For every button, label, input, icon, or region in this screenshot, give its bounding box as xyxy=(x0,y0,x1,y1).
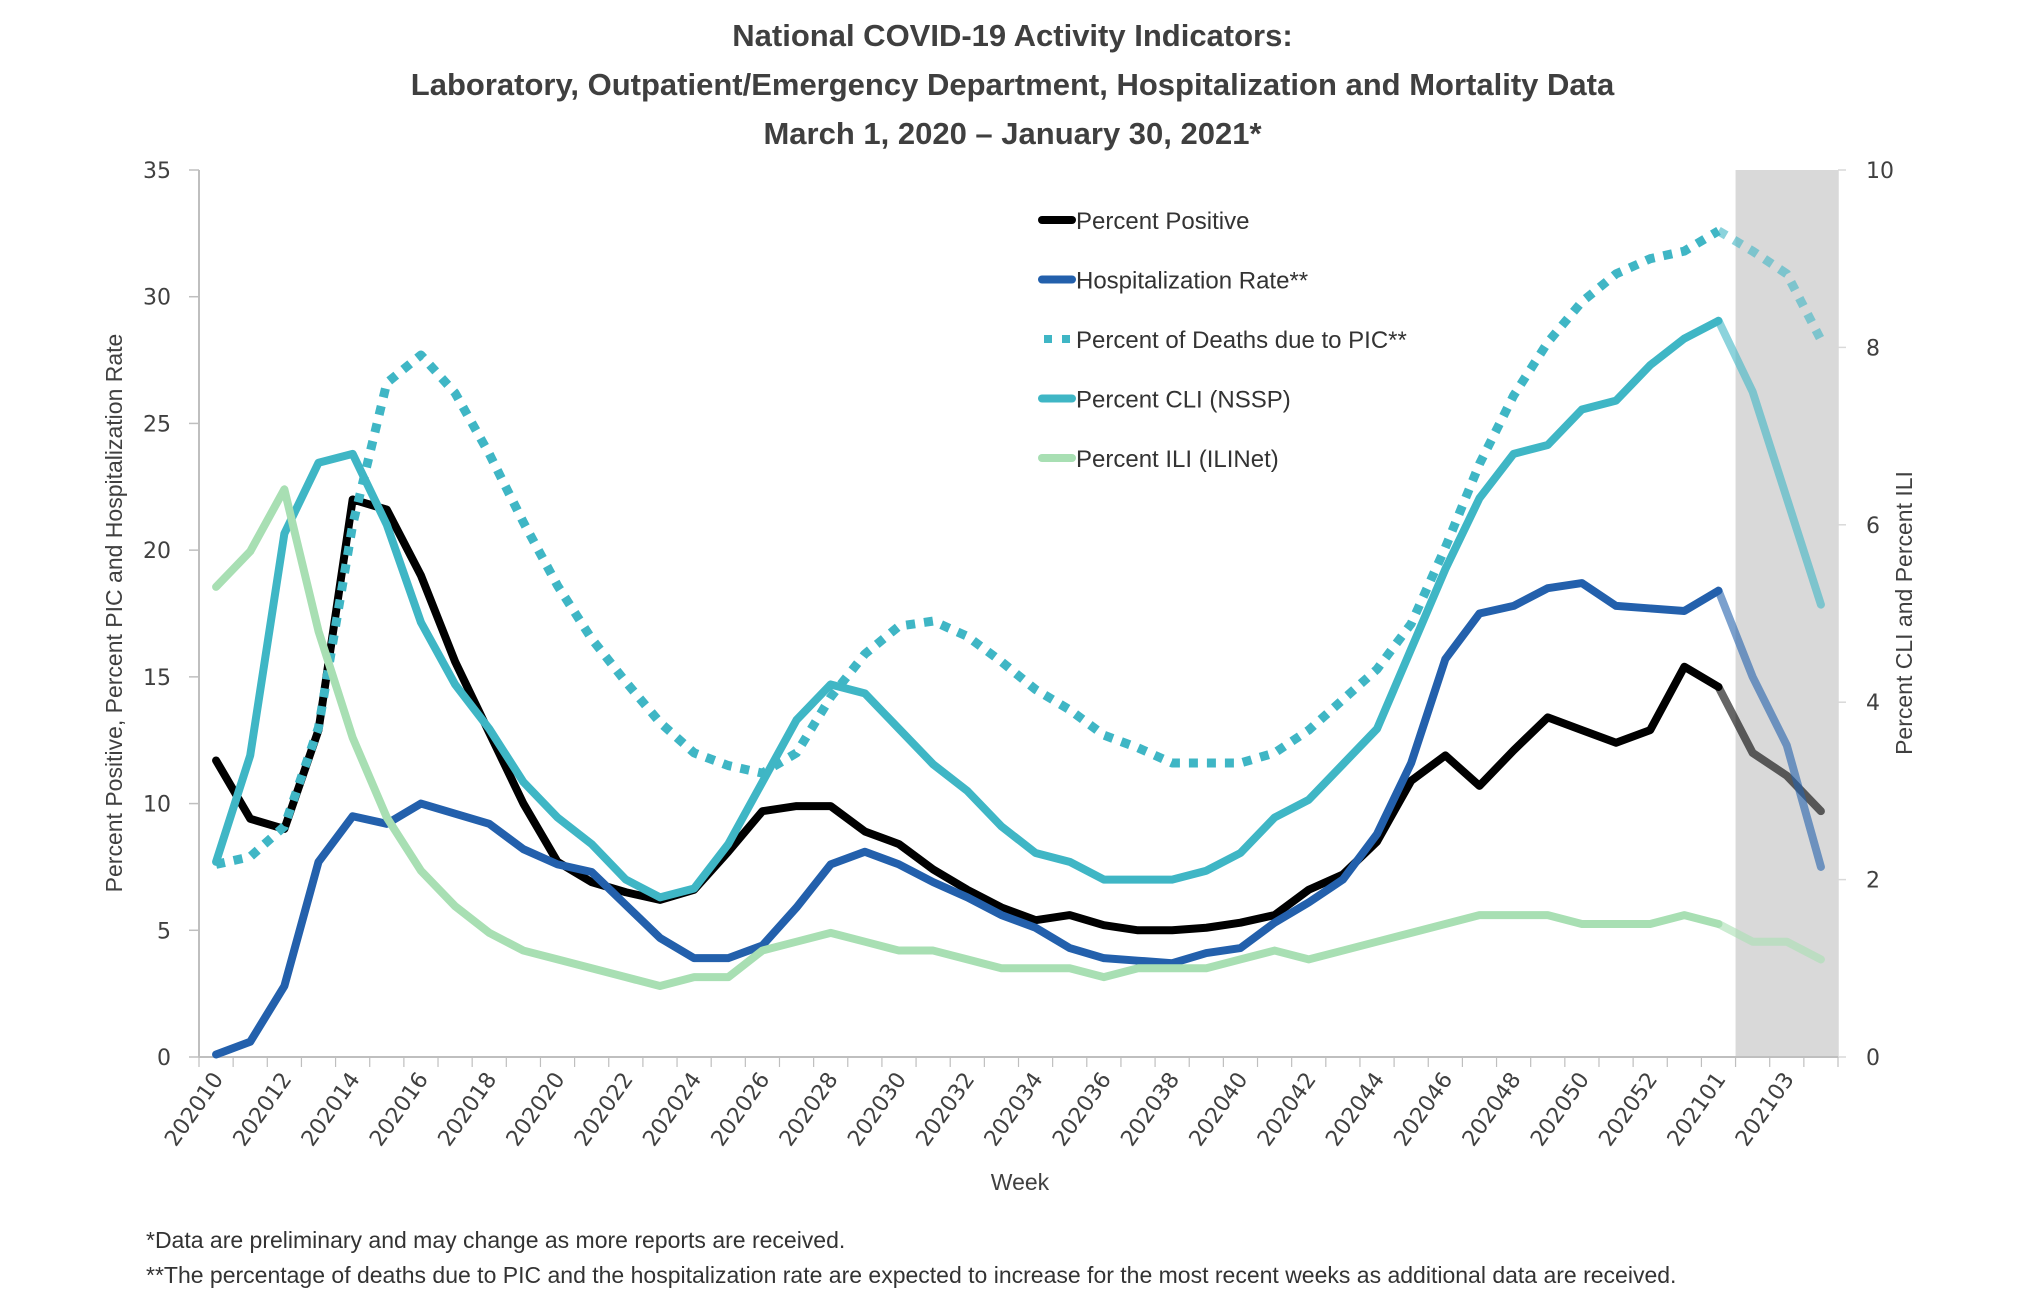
y-right-tick-label: 2 xyxy=(1866,869,1880,894)
series-line-percent-cli-nssp-preliminary xyxy=(1714,316,1825,609)
x-tick-label: 202032 xyxy=(912,1068,981,1151)
legend-label-percent-of-deaths-due-to-pic: Percent of Deaths due to PIC** xyxy=(1076,327,1407,354)
x-axis-title: Week xyxy=(991,1169,1050,1195)
chart-title-line-3: March 1, 2020 – January 30, 2021* xyxy=(763,116,1262,151)
y-left-tick-label: 25 xyxy=(143,412,171,437)
x-tick-label: 202022 xyxy=(570,1068,639,1151)
x-tick-label: 202048 xyxy=(1458,1068,1527,1151)
x-tick-label: 202030 xyxy=(843,1068,912,1151)
x-tick-label: 202014 xyxy=(297,1068,366,1151)
y-right-tick-label: 6 xyxy=(1866,514,1880,539)
x-tick-label: 202101 xyxy=(1663,1068,1732,1151)
y-left-tick-label: 30 xyxy=(143,286,171,311)
series-line-percent-ili-ilinet xyxy=(212,485,1723,991)
y-left-tick-label: 5 xyxy=(157,919,171,944)
y-right-tick-label: 10 xyxy=(1866,159,1894,184)
legend-label-percent-ili-ilinet: Percent ILI (ILINet) xyxy=(1076,446,1279,473)
series-line-hospitalization-rate-preliminary xyxy=(1714,586,1825,871)
legend-label-percent-positive: Percent Positive xyxy=(1076,208,1249,235)
y-left-tick-label: 10 xyxy=(143,793,171,818)
x-tick-label: 202052 xyxy=(1594,1068,1663,1151)
legend-label-percent-cli-nssp: Percent CLI (NSSP) xyxy=(1076,387,1291,414)
legend-label-hospitalization-rate: Hospitalization Rate** xyxy=(1076,268,1308,295)
y-right-tick-label: 8 xyxy=(1866,336,1880,361)
footnote-2: **The percentage of deaths due to PIC an… xyxy=(146,1262,1677,1288)
x-tick-label: 202012 xyxy=(229,1068,298,1151)
x-tick-label: 202050 xyxy=(1526,1068,1595,1151)
x-tick-label: 202028 xyxy=(775,1068,844,1151)
y-right-tick-label: 0 xyxy=(1866,1046,1880,1071)
y-left-tick-label: 20 xyxy=(143,539,171,564)
footnote-1: *Data are preliminary and may change as … xyxy=(146,1227,846,1253)
x-tick-label: 202103 xyxy=(1731,1068,1800,1151)
series-line-percent-of-deaths-due-to-pic xyxy=(215,226,1721,869)
x-tick-label: 202042 xyxy=(1253,1068,1322,1151)
chart-title-line-2: Laboratory, Outpatient/Emergency Departm… xyxy=(410,67,1615,102)
x-tick-label: 202044 xyxy=(1321,1068,1390,1151)
shaded-preliminary-region xyxy=(1735,170,1838,1057)
series-line-percent-ili-ilinet-preliminary xyxy=(1714,919,1825,964)
y-axis-left-title: Percent Positive, Percent PIC and Hospit… xyxy=(101,334,127,893)
y-left-tick-label: 0 xyxy=(157,1046,171,1071)
x-tick-label: 202020 xyxy=(502,1068,571,1151)
y-left-tick-label: 15 xyxy=(143,666,171,691)
x-tick-label: 202038 xyxy=(1116,1068,1185,1151)
x-tick-label: 202024 xyxy=(638,1068,707,1151)
y-right-tick-label: 4 xyxy=(1866,691,1880,716)
x-tick-label: 202036 xyxy=(1048,1068,1117,1151)
x-tick-label: 202010 xyxy=(160,1068,229,1151)
x-tick-label: 202016 xyxy=(365,1068,434,1151)
chart-title-line-1: National COVID-19 Activity Indicators: xyxy=(732,18,1293,53)
x-tick-label: 202040 xyxy=(1185,1068,1254,1151)
series-line-percent-positive xyxy=(212,495,1723,935)
x-tick-label: 202046 xyxy=(1390,1068,1459,1151)
x-tick-label: 202026 xyxy=(707,1068,776,1151)
series-line-percent-of-deaths-due-to-pic-preliminary xyxy=(1716,226,1825,342)
y-axis-right-title: Percent CLI and Percent ILI xyxy=(1891,471,1917,755)
x-tick-label: 202018 xyxy=(434,1068,503,1151)
x-tick-label: 202034 xyxy=(980,1068,1049,1151)
y-left-tick-label: 35 xyxy=(143,159,171,184)
